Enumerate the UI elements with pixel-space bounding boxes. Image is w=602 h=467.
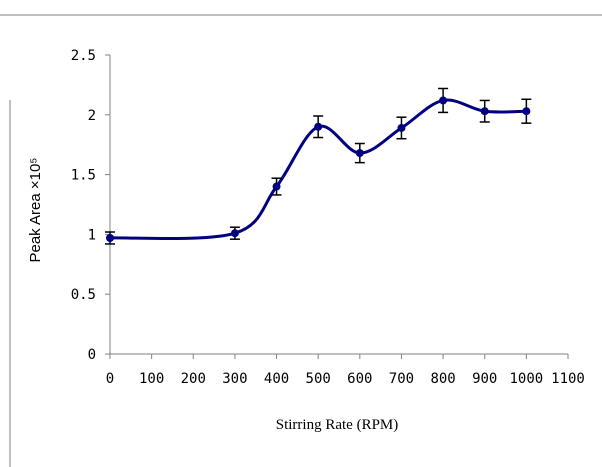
series-layer [105,87,532,245]
x-tick-labels: 0 100 200 300 400 500 600 700 800 900 1000 1100 [106,371,585,387]
data-point [230,229,239,238]
data-point [397,123,406,132]
x-tick-label: 500 [306,371,331,387]
data-point [522,107,531,116]
y-tick-label: 0.5 [71,287,96,303]
y-tick-labels: 0 0.5 1 1.5 2 2.5 [71,48,96,363]
data-point [480,107,489,116]
data-point [314,122,323,131]
axes [105,54,569,359]
x-tick-label: 400 [264,371,289,387]
x-tick-label: 1000 [510,371,544,387]
x-tick-label: 800 [430,371,455,387]
data-point [106,233,114,242]
data-point [355,149,364,158]
x-tick-label: 0 [106,371,114,387]
y-axis-label: Peak Area ×10⁵ [27,157,44,262]
x-tick-label: 1100 [551,371,585,387]
x-tick-label: 700 [389,371,414,387]
y-tick-label: 0 [88,347,96,363]
data-point [272,182,281,191]
x-axis-label: Stirring Rate (RPM) [276,417,399,433]
x-tick-label: 200 [181,371,206,387]
y-tick-label: 1.5 [71,168,96,184]
y-tick-label: 1 [88,227,96,243]
y-tick-label: 2.5 [71,48,96,64]
y-tick-label: 2 [88,108,96,124]
x-tick-label: 300 [222,371,247,387]
x-tick-label: 100 [139,371,164,387]
x-tick-label: 600 [347,371,372,387]
x-tick-label: 900 [472,371,497,387]
data-point [439,96,448,105]
